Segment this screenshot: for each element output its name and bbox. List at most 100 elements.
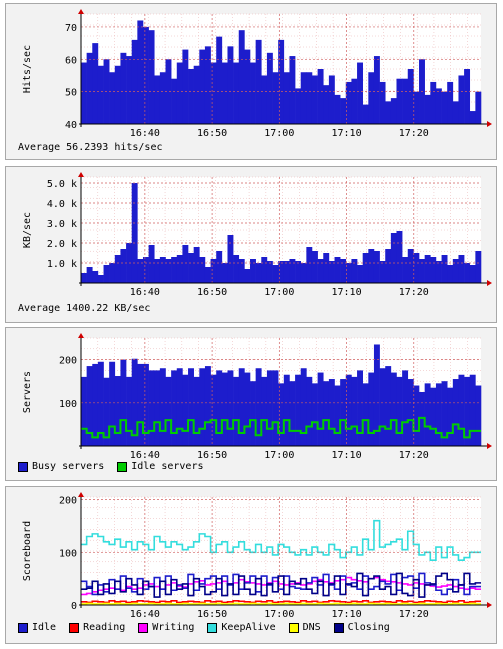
kb-bar — [148, 245, 155, 283]
busy-servers-bar — [345, 374, 352, 446]
busy-servers-bar — [103, 377, 110, 446]
y-tick-label: 4.0 k — [47, 199, 77, 210]
hits-bar — [171, 78, 178, 124]
kb-bar — [435, 261, 442, 283]
scoreboard-chart: 0 100 200 16:40 16:50 17:00 17:10 17:20 Scoreboa… — [22, 492, 492, 620]
hits-bar — [204, 46, 211, 125]
hits-bar — [334, 94, 341, 124]
legend-item-writing: Writing — [138, 622, 194, 633]
kb-bar — [261, 257, 268, 283]
hits-bar — [255, 39, 262, 124]
busy-servers-bar — [109, 361, 116, 446]
busy-servers-bar — [176, 368, 183, 446]
x-axis-arrow — [487, 443, 492, 449]
y-tick-label: 2.0 k — [47, 239, 77, 250]
kb-bar — [103, 265, 110, 283]
kb-bar — [188, 253, 194, 283]
hits-bar — [92, 43, 99, 124]
x-tick-label: 16:40 — [130, 450, 160, 461]
hits-bar — [120, 52, 127, 124]
x-tick-label: 16:40 — [130, 609, 160, 620]
kb-bar — [283, 261, 290, 283]
hits-bar — [300, 72, 307, 124]
x-tick-label: 17:00 — [264, 450, 294, 461]
busy-servers-bar — [148, 370, 155, 446]
hits-bar — [469, 111, 476, 124]
busy-servers-bar — [464, 376, 471, 446]
hits-bar — [373, 56, 380, 124]
kb-bar — [447, 265, 454, 283]
busy-servers-bar — [131, 358, 138, 446]
busy-servers-swatch — [18, 461, 28, 472]
hits-bar — [278, 39, 285, 124]
reading-swatch — [69, 622, 80, 633]
kb-bar — [216, 251, 223, 283]
x-tick-label: 17:20 — [399, 128, 429, 139]
servers-chart: 10020016:4016:5017:0017:1017:20ServersRR… — [22, 333, 492, 461]
busy-servers-bar — [334, 385, 341, 446]
kb-bar — [340, 259, 347, 283]
busy-servers-bar — [204, 366, 211, 446]
y-axis-title: Hits/sec — [22, 45, 33, 93]
hits-bar — [306, 72, 313, 124]
x-tick-label: 16:50 — [197, 609, 227, 620]
kb-bar — [244, 269, 251, 283]
x-tick-label: 17:20 — [399, 609, 429, 620]
kb-bar — [165, 259, 172, 283]
y-tick-label: 40 — [65, 120, 77, 131]
hits-bar — [238, 30, 245, 125]
busy-servers-bar — [362, 383, 369, 446]
x-tick-label: 16:50 — [197, 128, 227, 139]
y-tick-label: 0 — [71, 601, 77, 612]
kb-bar — [452, 259, 459, 283]
y-axis-arrow — [78, 492, 84, 497]
hits-bar — [328, 75, 335, 124]
hits-bar — [430, 81, 437, 124]
busy-servers-bar — [238, 368, 245, 446]
busy-servers-bar — [373, 344, 380, 446]
hits-average-caption: Average 56.2393 hits/sec — [18, 142, 163, 153]
kb-bar — [328, 261, 335, 283]
kb-bar — [221, 263, 228, 283]
kb-bar — [159, 257, 166, 283]
hits-per-sec-chart: 40 50 60 70 16:40 16:50 17:00 17:10 17:20 Hits/se… — [22, 9, 492, 139]
kb-bar — [171, 257, 178, 283]
hits-bar — [396, 78, 403, 124]
hits-bar — [340, 98, 347, 124]
dns-label: DNS — [302, 622, 321, 633]
kb-bar — [137, 259, 144, 283]
hits-bar — [81, 62, 87, 124]
x-tick-label: 17:00 — [264, 287, 294, 298]
kb-bar — [92, 271, 99, 283]
hits-bar — [295, 88, 302, 124]
x-tick-label: 17:10 — [331, 450, 361, 461]
kb-bar — [120, 249, 127, 283]
hits-bar — [435, 88, 442, 124]
kb-bar — [109, 263, 116, 283]
kb-bar — [424, 255, 431, 283]
hits-bar — [199, 49, 206, 124]
hits-bar — [351, 78, 358, 124]
busy-servers-bar — [114, 376, 121, 446]
writing-swatch — [138, 622, 149, 633]
hits-bar — [441, 91, 448, 124]
hits-bar — [97, 65, 104, 124]
busy-servers-bar — [97, 361, 104, 446]
kb-bar — [373, 251, 380, 283]
busy-servers-label: Busy servers — [32, 461, 105, 472]
hits-bar — [317, 69, 324, 124]
hits-bar — [413, 91, 420, 124]
hits-bar — [131, 39, 138, 124]
hits-bar — [193, 65, 200, 124]
kb-bar — [199, 257, 206, 283]
hits-bar — [464, 69, 471, 124]
busy-servers-bar — [86, 366, 93, 446]
hits-bar — [148, 30, 155, 125]
busy-servers-bar — [171, 370, 178, 446]
busy-servers-bar — [188, 368, 194, 446]
x-tick-label: 16:50 — [197, 450, 227, 461]
x-tick-label: 17:10 — [331, 287, 361, 298]
hits-bar — [345, 81, 352, 124]
kb-bar — [407, 249, 414, 283]
busy-servers-bar — [351, 376, 358, 446]
